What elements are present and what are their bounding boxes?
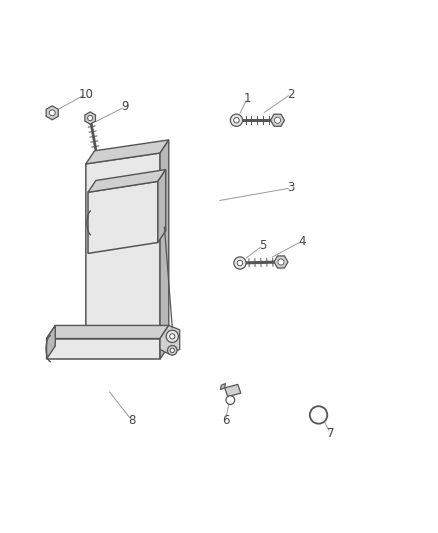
Text: 1: 1 xyxy=(244,92,251,105)
Circle shape xyxy=(88,116,93,120)
Polygon shape xyxy=(88,181,158,253)
Text: 8: 8 xyxy=(128,414,135,427)
Circle shape xyxy=(166,330,178,343)
Circle shape xyxy=(234,257,246,269)
Text: 7: 7 xyxy=(327,427,334,440)
Text: 10: 10 xyxy=(78,87,93,101)
Polygon shape xyxy=(86,140,169,164)
Circle shape xyxy=(237,260,243,266)
Polygon shape xyxy=(225,384,241,397)
Polygon shape xyxy=(274,256,288,268)
Circle shape xyxy=(170,348,174,352)
Circle shape xyxy=(170,334,175,339)
Text: 3: 3 xyxy=(287,181,295,195)
Circle shape xyxy=(49,110,55,116)
Circle shape xyxy=(167,345,177,355)
Polygon shape xyxy=(46,338,160,359)
Polygon shape xyxy=(160,326,169,359)
Polygon shape xyxy=(86,153,160,350)
Circle shape xyxy=(234,117,239,123)
Polygon shape xyxy=(220,384,226,390)
Polygon shape xyxy=(158,169,166,243)
Circle shape xyxy=(278,259,284,265)
Polygon shape xyxy=(160,326,180,354)
Polygon shape xyxy=(160,140,169,338)
Text: 4: 4 xyxy=(298,235,306,248)
Text: 9: 9 xyxy=(121,100,129,113)
Polygon shape xyxy=(46,326,169,338)
Circle shape xyxy=(275,117,281,123)
Polygon shape xyxy=(271,114,285,126)
Polygon shape xyxy=(88,169,166,192)
Circle shape xyxy=(226,395,235,405)
Polygon shape xyxy=(46,326,55,359)
Text: 2: 2 xyxy=(287,87,295,101)
Circle shape xyxy=(310,406,327,424)
Text: 6: 6 xyxy=(222,414,230,427)
Text: 5: 5 xyxy=(259,239,266,252)
Circle shape xyxy=(230,114,243,126)
Polygon shape xyxy=(85,112,95,124)
Polygon shape xyxy=(46,106,58,120)
